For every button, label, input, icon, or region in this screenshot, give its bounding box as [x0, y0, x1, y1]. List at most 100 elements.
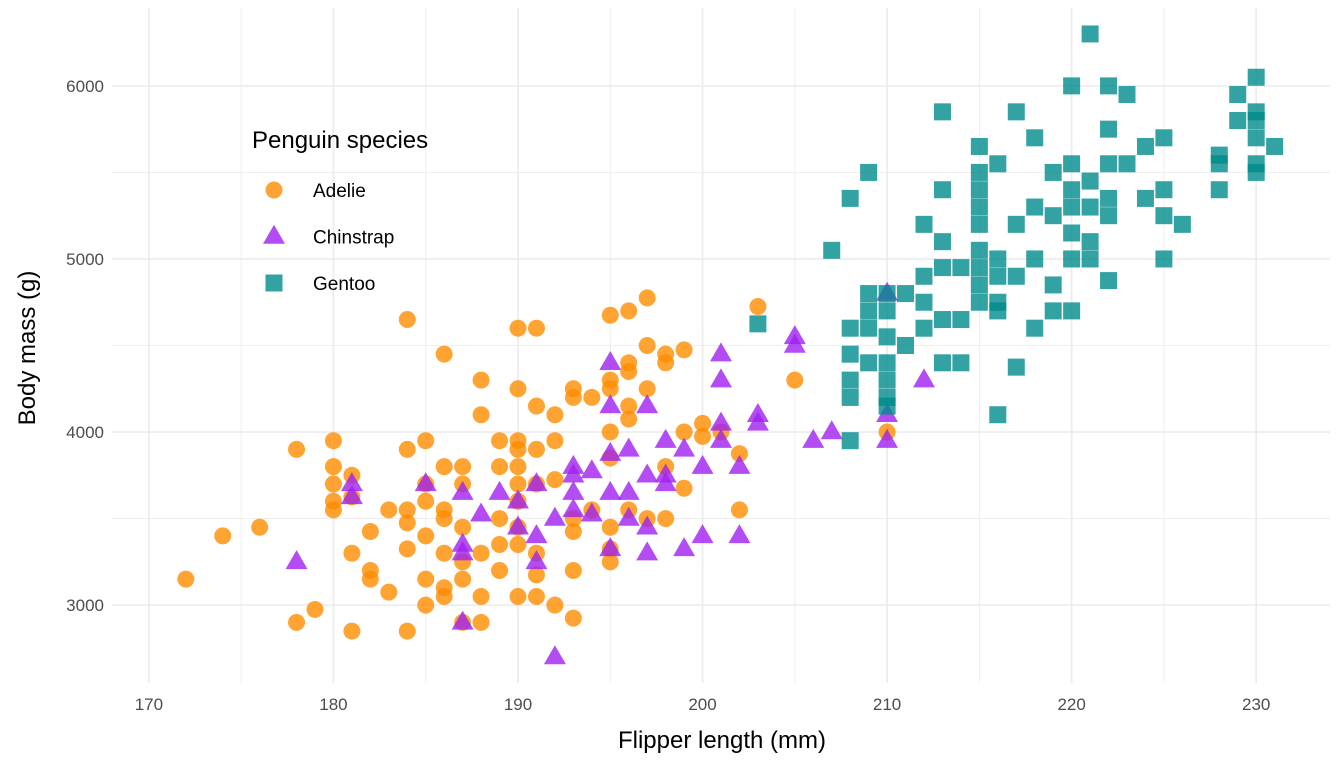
chinstrap-point	[599, 351, 622, 371]
chinstrap-point	[654, 428, 677, 448]
gentoo-point	[841, 189, 859, 207]
chinstrap-point	[507, 489, 529, 509]
chinstrap-point	[488, 480, 511, 500]
chinstrap-point	[636, 515, 659, 535]
gentoo-point	[823, 241, 841, 259]
gentoo-point	[1266, 137, 1284, 155]
y-tick-label: 5000	[66, 250, 104, 269]
adelie-point	[601, 306, 619, 324]
adelie-point	[527, 397, 545, 415]
adelie-point	[675, 479, 693, 497]
gentoo-point	[1063, 198, 1081, 216]
chinstrap-point	[820, 420, 843, 440]
adelie-point	[620, 302, 638, 320]
gentoo-point	[1063, 250, 1081, 268]
chinstrap-point	[340, 472, 363, 492]
adelie-point	[491, 432, 509, 450]
chinstrap-point	[580, 502, 603, 522]
adelie-point	[620, 362, 638, 380]
legend-key-gentoo	[265, 274, 283, 292]
chinstrap-point	[710, 368, 732, 388]
adelie-point	[435, 544, 453, 562]
gentoo-point	[841, 319, 859, 337]
gentoo-point	[933, 233, 951, 251]
chinstrap-point	[710, 428, 732, 448]
adelie-point	[435, 510, 453, 528]
adelie-point	[398, 311, 416, 329]
adelie-point	[730, 501, 748, 519]
adelie-point	[324, 501, 342, 519]
gentoo-point	[915, 215, 933, 233]
gentoo-point	[989, 302, 1007, 320]
chinstrap-point	[525, 472, 548, 492]
adelie-point	[509, 440, 527, 458]
adelie-point	[177, 570, 195, 588]
gentoo-point	[1063, 181, 1081, 199]
gentoo-point	[860, 354, 878, 372]
adelie-point	[398, 540, 416, 558]
chinstrap-point	[691, 454, 714, 474]
gentoo-point	[1044, 302, 1062, 320]
gentoo-point	[1063, 77, 1081, 95]
adelie-point	[749, 298, 767, 316]
adelie-point	[472, 371, 490, 389]
chinstrap-point	[673, 437, 696, 457]
x-axis-ticks: 170 180 190 200 210 220 230	[135, 695, 1271, 714]
gentoo-point	[1136, 137, 1154, 155]
gentoo-point	[749, 315, 767, 333]
chinstrap-point	[876, 428, 899, 448]
adelie-point	[546, 471, 564, 489]
x-tick-label: 210	[873, 695, 901, 714]
gentoo-point	[1118, 155, 1136, 173]
gentoo-point	[1155, 207, 1173, 225]
adelie-point	[620, 397, 638, 415]
y-tick-label: 3000	[66, 596, 104, 615]
gentoo-point	[897, 337, 915, 354]
gentoo-point	[1044, 207, 1062, 225]
gentoo-point	[1155, 129, 1173, 147]
gentoo-point	[1100, 189, 1118, 207]
gentoo-point	[933, 354, 951, 372]
adelie-point	[454, 570, 472, 588]
chinstrap-point	[913, 368, 935, 388]
adelie-point	[472, 406, 490, 424]
gentoo-point	[1081, 250, 1099, 268]
adelie-point	[251, 518, 269, 536]
gentoo-point	[878, 302, 896, 320]
gentoo-point	[915, 267, 933, 285]
chinstrap-point	[728, 454, 751, 474]
adelie-point	[380, 583, 398, 601]
legend-item-gentoo: Gentoo	[265, 274, 375, 295]
gentoo-point	[1100, 207, 1118, 225]
chinstrap-point	[525, 550, 548, 570]
adelie-point	[454, 458, 472, 476]
adelie-point	[398, 440, 416, 458]
gentoo-point	[1081, 233, 1099, 251]
adelie-point	[564, 562, 582, 579]
gentoo-point	[1081, 25, 1099, 43]
series-gentoo	[749, 25, 1284, 450]
gentoo-point	[1247, 163, 1265, 181]
gentoo-point	[1247, 68, 1265, 86]
adelie-point	[417, 432, 435, 450]
adelie-point	[417, 596, 435, 614]
adelie-point	[288, 613, 306, 631]
gentoo-point	[878, 328, 896, 346]
adelie-point	[638, 380, 656, 398]
gentoo-point	[1229, 86, 1247, 104]
adelie-point	[491, 510, 509, 528]
gentoo-point	[860, 285, 878, 303]
adelie-point	[324, 458, 342, 476]
adelie-point	[527, 440, 545, 458]
adelie-point	[454, 518, 472, 536]
gentoo-point	[1118, 86, 1136, 104]
adelie-point	[638, 289, 656, 307]
adelie-point	[435, 345, 453, 363]
adelie-point	[564, 388, 582, 406]
chinstrap-point	[710, 342, 732, 362]
chinstrap-point	[451, 610, 474, 630]
chinstrap-point	[599, 537, 622, 557]
adelie-point	[509, 319, 527, 337]
x-axis-title: Flipper length (mm)	[618, 727, 826, 754]
gentoo-point	[970, 198, 988, 216]
